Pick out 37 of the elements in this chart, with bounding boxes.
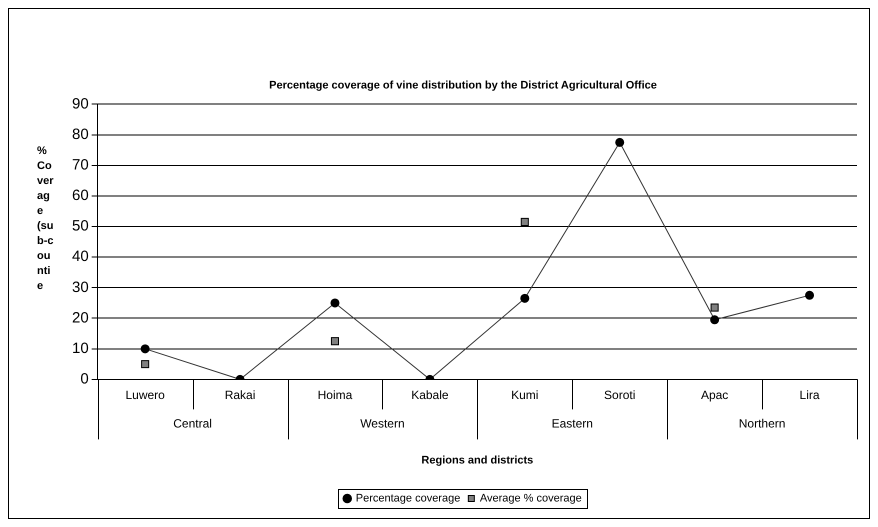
y-tick-label: 70 [72,156,89,174]
point [330,298,340,308]
y-tick-label: 10 [72,340,89,357]
x-tick-label: Rakai [224,388,256,402]
x-tick-label: Kabale [411,388,449,402]
x-tick-label: Soroti [604,388,636,402]
text: Northern [738,416,786,431]
x-tick-label: Apac [700,388,728,402]
text: Central [173,416,212,431]
point [710,304,719,312]
legend-label: Percentage coverage [356,492,460,505]
text: Eastern [552,416,593,431]
y-tick-label: 30 [72,278,89,296]
legend-label: Average % coverage [480,492,582,505]
point [330,337,340,346]
chart-title: Percentage coverage of vine distribution by the District Agricultural Office [269,80,657,92]
text: Western [360,416,405,431]
y-tick-label: 50 [72,218,89,235]
y-tick-label: 60 [72,187,89,204]
point [520,294,530,303]
point [805,290,814,300]
x-axis-title: Regions and districts [421,454,534,466]
x-tick-label: Hoima [318,388,353,402]
point [520,218,529,226]
point [140,344,150,354]
point [710,315,720,324]
x-tick-label: Lira [800,388,820,402]
y-tick-label: 80 [72,126,89,143]
y-tick-label: 20 [72,309,89,326]
x-tick-label: Kumi [511,388,538,402]
point [615,138,624,147]
point [141,360,150,368]
y-tick-label: 90 [72,95,89,112]
x-tick-label: Luwero [125,388,166,402]
y-tick-label: 40 [72,248,89,266]
text: % Coverage (sub-countie [37,145,54,292]
y-tick-label: 0 [80,370,89,388]
